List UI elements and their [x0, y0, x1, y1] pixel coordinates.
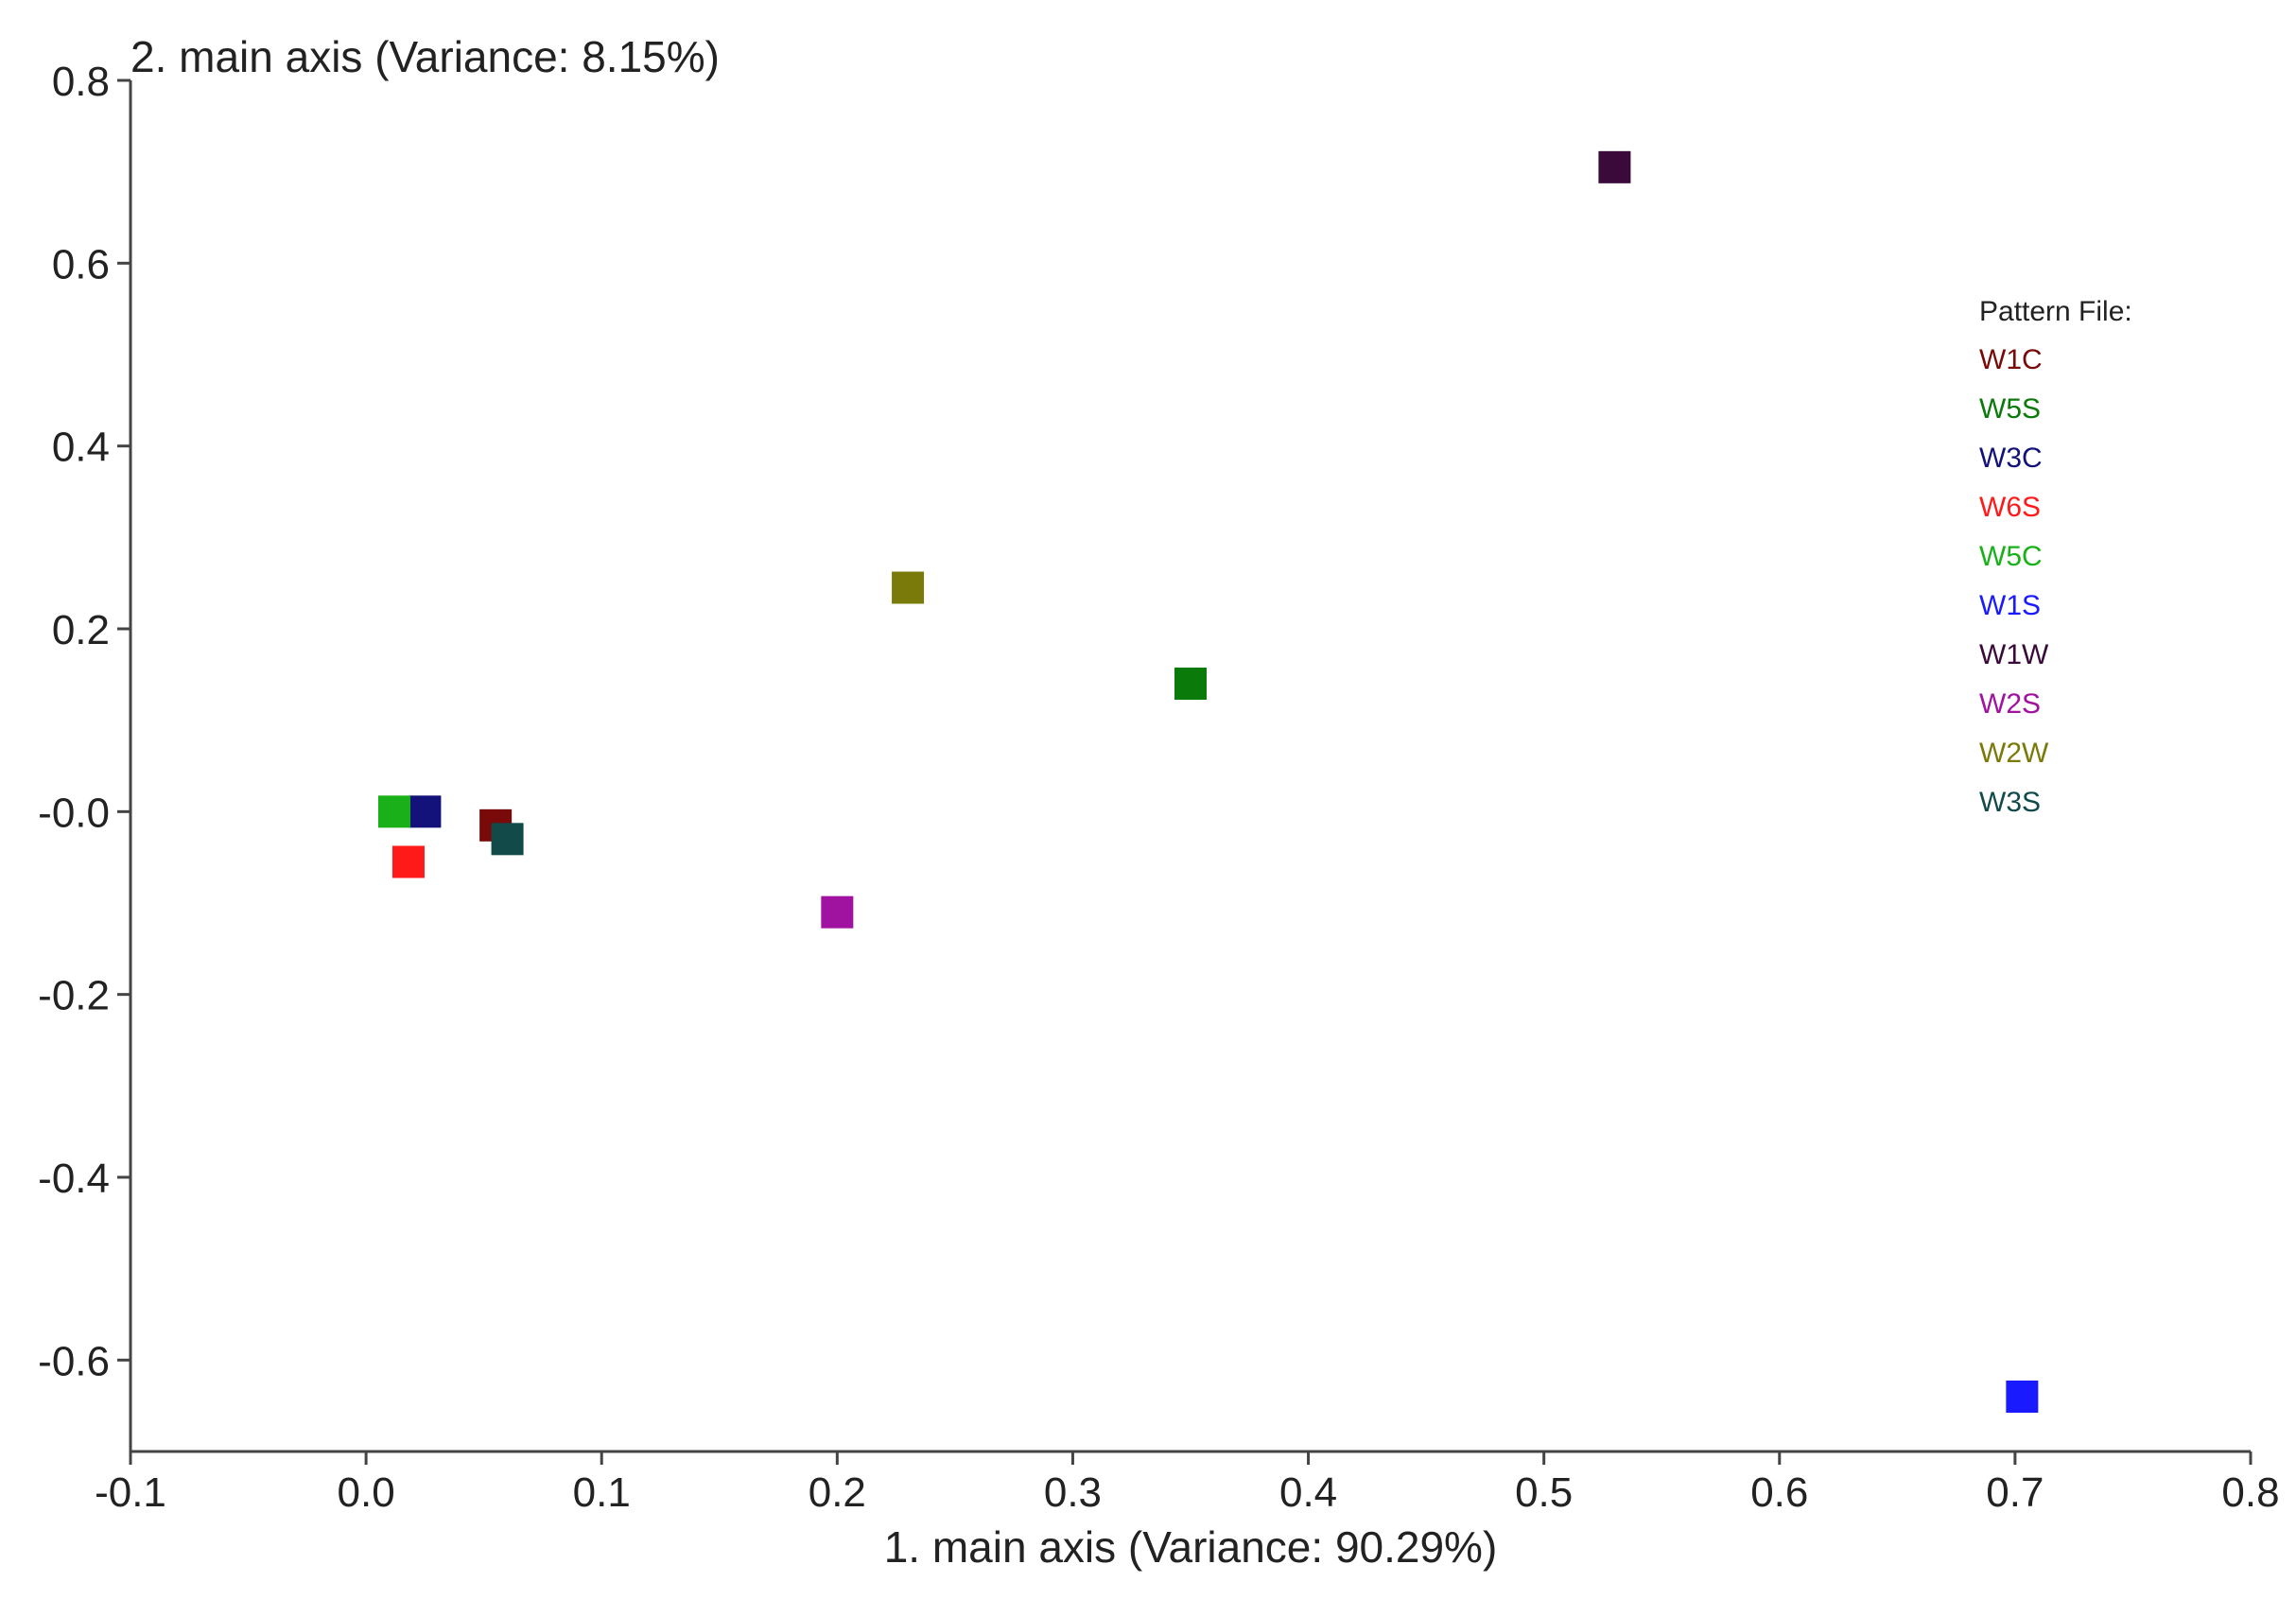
- x-tick-label: 0.6: [1750, 1469, 1808, 1516]
- y-ticks: 0.8 0.6 0.4 0.2 -0.0 -0.2 -0.4 -0.6: [38, 59, 130, 1384]
- x-tick-label: 0.4: [1279, 1469, 1337, 1516]
- x-tick-label: 0.7: [1986, 1469, 2044, 1516]
- x-tick-label: 0.8: [2221, 1469, 2279, 1516]
- x-tick-label: 0.5: [1515, 1469, 1573, 1516]
- data-point-w2s: [821, 895, 854, 929]
- data-points: [378, 150, 2039, 1413]
- data-point-w5c: [378, 795, 411, 828]
- y-axis-title: 2. main axis (Variance: 8.15%): [130, 32, 720, 81]
- axes: [129, 80, 2251, 1453]
- legend-entry-w3s: W3S: [1979, 787, 2041, 818]
- data-point-w1w: [1598, 150, 1631, 183]
- y-tick-label: -0.2: [38, 973, 110, 1019]
- y-tick-label: -0.4: [38, 1156, 110, 1202]
- legend-entry-w5c: W5C: [1979, 541, 2043, 572]
- legend-entry-w1c: W1C: [1979, 344, 2043, 375]
- data-point-w6s: [391, 845, 425, 878]
- data-point-w3s: [491, 823, 524, 856]
- x-tick-label: -0.1: [95, 1469, 166, 1516]
- x-ticks: -0.1 0.0 0.1 0.2 0.3 0.4 0.5 0.6 0.7 0.8: [95, 1451, 2280, 1516]
- x-axis-title: 1. main axis (Variance: 90.29%): [884, 1522, 1498, 1572]
- y-tick-label: -0.6: [38, 1338, 110, 1384]
- data-point-w1s: [2006, 1381, 2039, 1413]
- legend-entry-w6s: W6S: [1979, 492, 2041, 523]
- y-tick-label: 0.4: [52, 425, 110, 471]
- y-tick-label: -0.0: [38, 790, 110, 836]
- legend-title: Pattern File:: [1979, 296, 2132, 327]
- x-tick-label: 0.3: [1044, 1469, 1102, 1516]
- y-tick-label: 0.6: [52, 241, 110, 287]
- data-point-w2w: [892, 571, 925, 604]
- y-tick-label: 0.2: [52, 607, 110, 653]
- x-tick-label: 0.0: [338, 1469, 395, 1516]
- legend-entry-w1w: W1W: [1979, 639, 2049, 670]
- legend-entry-w1s: W1S: [1979, 590, 2041, 621]
- x-tick-label: 0.1: [573, 1469, 631, 1516]
- legend-entry-w5s: W5S: [1979, 393, 2041, 425]
- data-point-w3c: [409, 795, 442, 828]
- legend-entry-w3c: W3C: [1979, 443, 2043, 474]
- data-point-w5s: [1174, 668, 1207, 700]
- legend-entries: W1C W5S W3C W6S W5C W1S W1W W2S W2W W3S: [1979, 344, 2049, 818]
- legend-entry-w2s: W2S: [1979, 688, 2041, 720]
- x-tick-label: 0.2: [809, 1469, 866, 1516]
- legend-entry-w2w: W2W: [1979, 738, 2049, 769]
- y-tick-label: 0.8: [52, 59, 110, 105]
- legend: Pattern File: W1C W5S W3C W6S W5C W1S W1W W2S W2…: [1979, 296, 2132, 818]
